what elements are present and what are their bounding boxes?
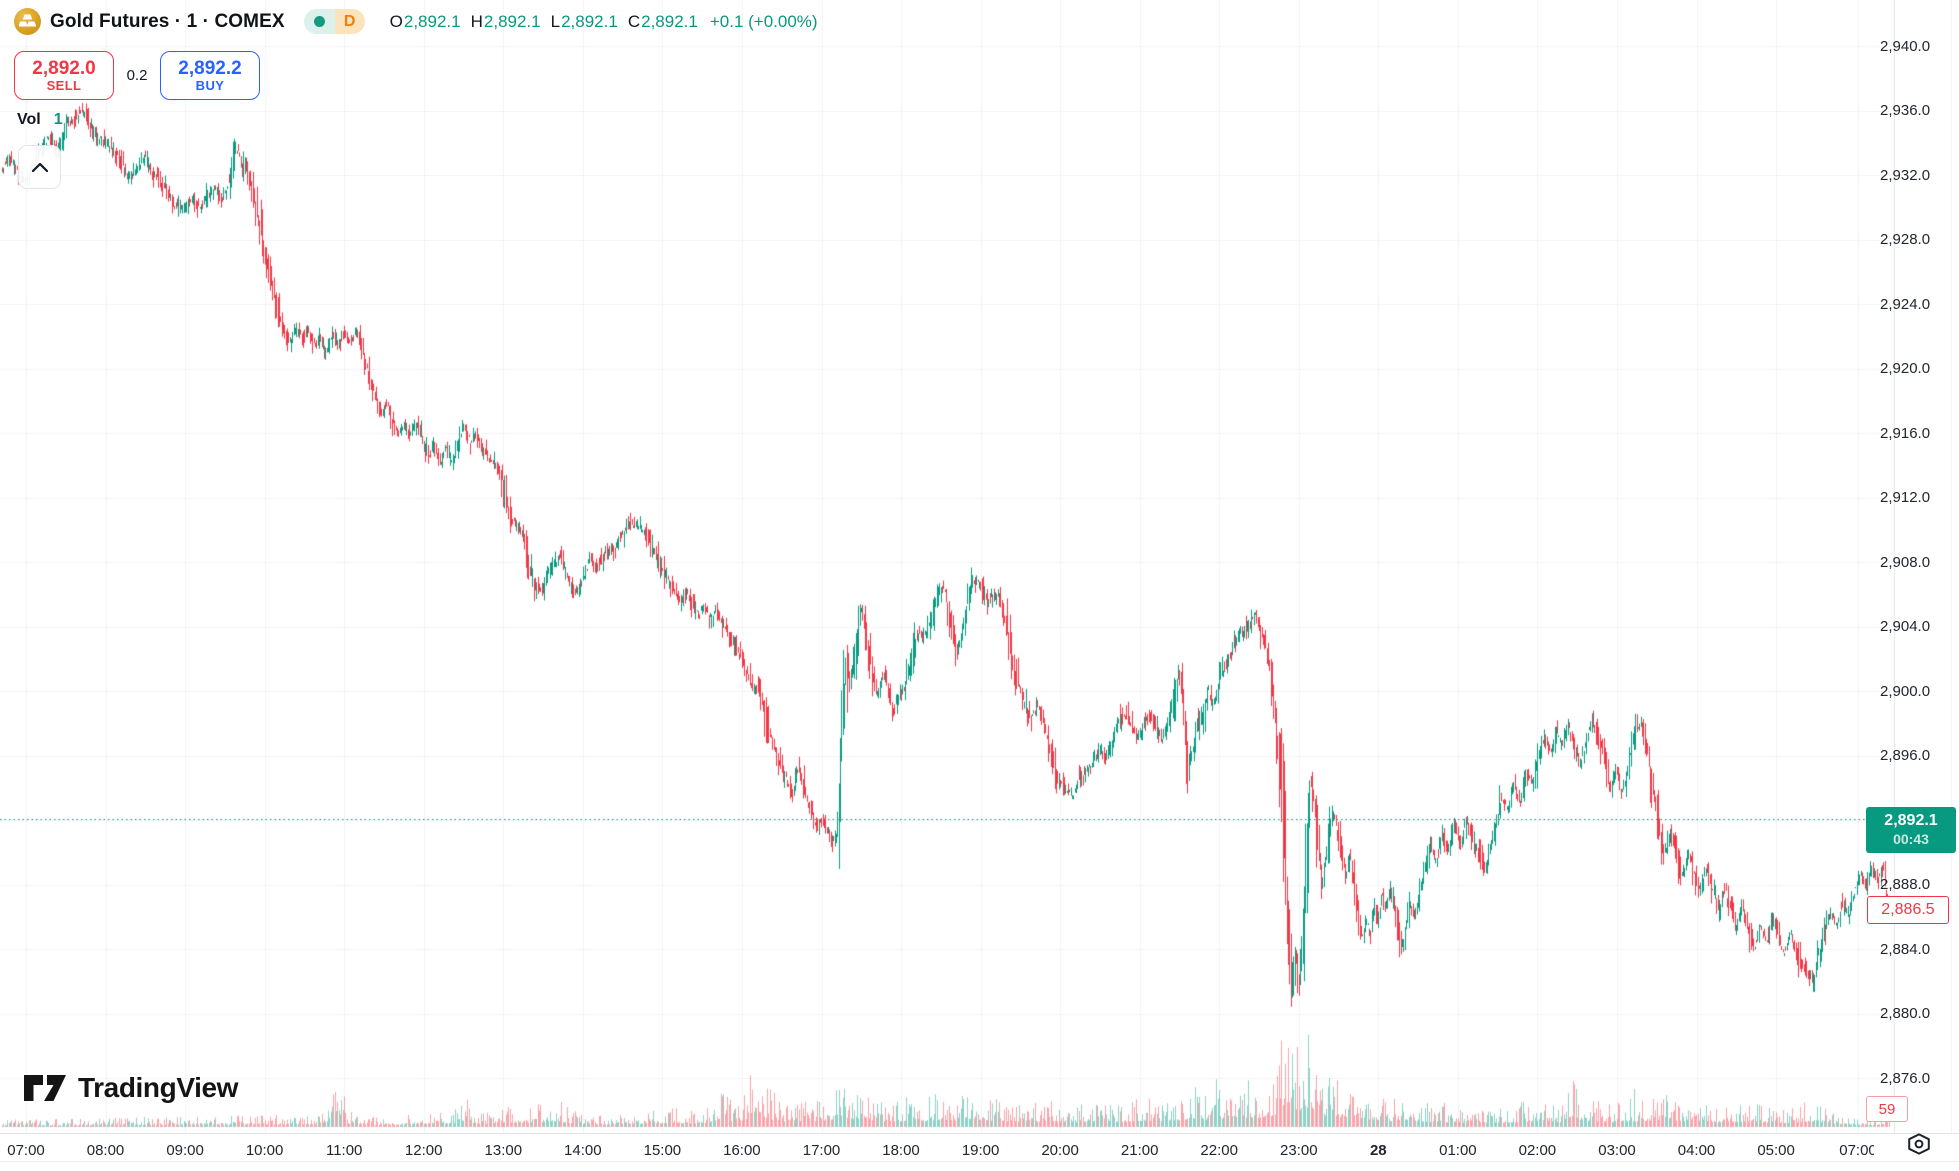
volume-value: 1 bbox=[53, 111, 63, 128]
time-tick-label: 12:00 bbox=[404, 1142, 443, 1159]
time-tick-label: 03:00 bbox=[1598, 1142, 1636, 1159]
buy-price: 2,892.2 bbox=[178, 57, 242, 79]
time-tick-label: 18:00 bbox=[882, 1142, 920, 1159]
gold-symbol-icon bbox=[14, 8, 41, 35]
time-tick-label: 28 bbox=[1369, 1142, 1387, 1159]
market-status-pill[interactable]: D bbox=[303, 9, 365, 34]
volume-axis-tag: 59 bbox=[1866, 1096, 1908, 1122]
time-tick-label: 09:00 bbox=[166, 1142, 204, 1159]
symbol-title[interactable]: Gold Futures · 1 · COMEX bbox=[50, 10, 285, 32]
sell-price: 2,892.0 bbox=[32, 57, 96, 79]
tradingview-branding[interactable]: TradingView bbox=[23, 1072, 238, 1104]
time-tick-label: 10:00 bbox=[245, 1142, 284, 1159]
last-close-tag: 2,886.5 bbox=[1867, 895, 1949, 924]
gold-bars-glyph bbox=[19, 14, 36, 27]
change-value: +0.1 (+0.00%) bbox=[709, 11, 818, 31]
time-axis[interactable]: 07:00 08:00 09:00 10:00 11:00 12:00 13:00 14:00… bbox=[0, 1133, 1959, 1170]
time-tick-label: 08:00 bbox=[86, 1142, 125, 1159]
market-open-dot-icon bbox=[303, 9, 335, 34]
time-tick-label: 11:00 bbox=[325, 1142, 363, 1159]
close-label: C bbox=[627, 11, 641, 31]
spread-value: 0.2 bbox=[126, 67, 148, 84]
tradingview-logo-text: TradingView bbox=[78, 1072, 239, 1103]
open-value: 2,892.1 bbox=[403, 11, 461, 31]
symbol-legend: Gold Futures · 1 · COMEX D O 2,892.1 H 2,8… bbox=[14, 8, 818, 35]
low-value: 2,892.1 bbox=[561, 11, 618, 31]
bar-countdown: 00:43 bbox=[1893, 830, 1929, 847]
volume-label: Vol bbox=[17, 111, 41, 128]
time-tick-label: 17:00 bbox=[802, 1142, 841, 1159]
time-tick-label: 07:00 bbox=[7, 1142, 45, 1159]
low-label: L bbox=[550, 11, 561, 31]
open-label: O bbox=[389, 11, 403, 31]
delayed-data-badge: D bbox=[334, 9, 365, 34]
time-tick-label: 23:00 bbox=[1280, 1142, 1318, 1159]
chevron-up-icon bbox=[31, 162, 48, 172]
ohlc-readout: O 2,892.1 H 2,892.1 L 2,892.1 C 2,892.1 +0.1… bbox=[390, 12, 818, 32]
time-tick-label: 02:00 bbox=[1518, 1142, 1557, 1159]
candlestick-chart-canvas[interactable] bbox=[0, 0, 1959, 1133]
high-value: 2,892.1 bbox=[483, 11, 541, 31]
time-tick-label: 16:00 bbox=[723, 1142, 761, 1159]
time-tick-label: 21:00 bbox=[1120, 1142, 1159, 1159]
buy-button[interactable]: 2,892.2 BUY bbox=[160, 51, 260, 100]
time-tick-label: 14:00 bbox=[564, 1142, 602, 1159]
settings-hexagon-icon bbox=[1908, 1133, 1930, 1155]
time-tick-label: 19:00 bbox=[961, 1142, 1000, 1159]
axis-settings-button[interactable] bbox=[1903, 1129, 1935, 1159]
time-tick-label: 01:00 bbox=[1439, 1142, 1477, 1159]
collapse-legend-button[interactable] bbox=[18, 145, 61, 189]
time-tick-label: 22:00 bbox=[1200, 1142, 1238, 1159]
tradingview-logo-icon bbox=[24, 1075, 66, 1101]
time-tick-label: 13:00 bbox=[484, 1142, 523, 1159]
order-panel: 2,892.0 SELL 0.2 2,892.2 BUY bbox=[14, 51, 260, 100]
window-bottom-divider bbox=[0, 1161, 1959, 1162]
time-tick-label: 07:00 bbox=[1839, 1142, 1874, 1159]
last-price-value: 2,892.1 bbox=[1884, 811, 1938, 829]
last-price-tag: 2,892.1 00:43 bbox=[1866, 806, 1956, 853]
volume-study-legend[interactable]: Vol 1 bbox=[17, 111, 63, 129]
time-tick-label: 20:00 bbox=[1041, 1142, 1079, 1159]
time-tick-label: 05:00 bbox=[1757, 1142, 1795, 1159]
buy-label: BUY bbox=[195, 77, 225, 93]
sell-label: SELL bbox=[46, 77, 82, 93]
time-tick-label: 15:00 bbox=[643, 1142, 682, 1159]
close-value: 2,892.1 bbox=[641, 11, 698, 31]
sell-button[interactable]: 2,892.0 SELL bbox=[14, 51, 114, 100]
high-label: H bbox=[470, 11, 483, 31]
time-tick-label: 04:00 bbox=[1677, 1142, 1716, 1159]
